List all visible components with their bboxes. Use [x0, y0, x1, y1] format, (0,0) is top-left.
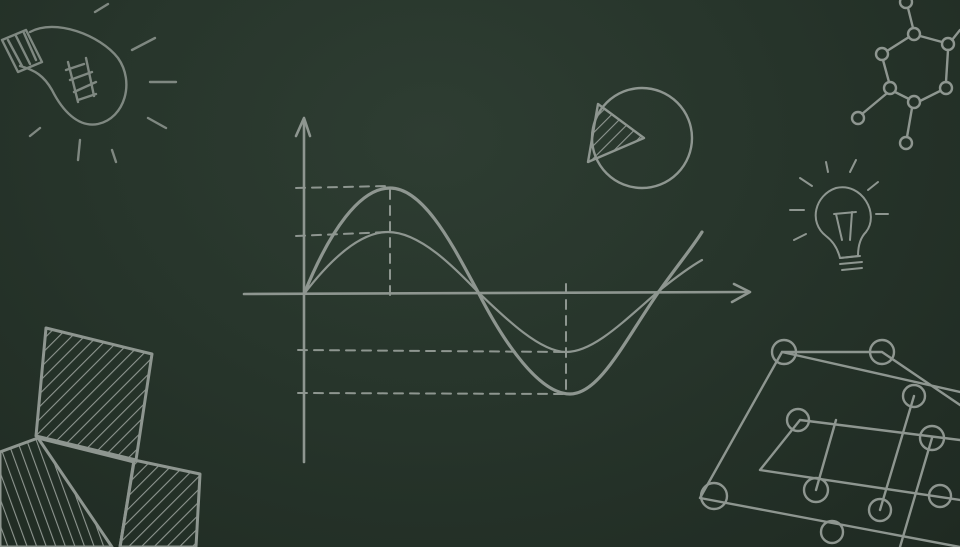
sine-wave-graph	[242, 116, 752, 464]
lightbulb-icon	[0, 2, 178, 164]
pie-chart-icon	[586, 86, 694, 190]
network-grid-icon	[698, 338, 960, 547]
molecule-icon	[850, 0, 960, 151]
hatched-squares-icon	[0, 326, 202, 547]
lightbulb-small-icon	[789, 159, 889, 271]
